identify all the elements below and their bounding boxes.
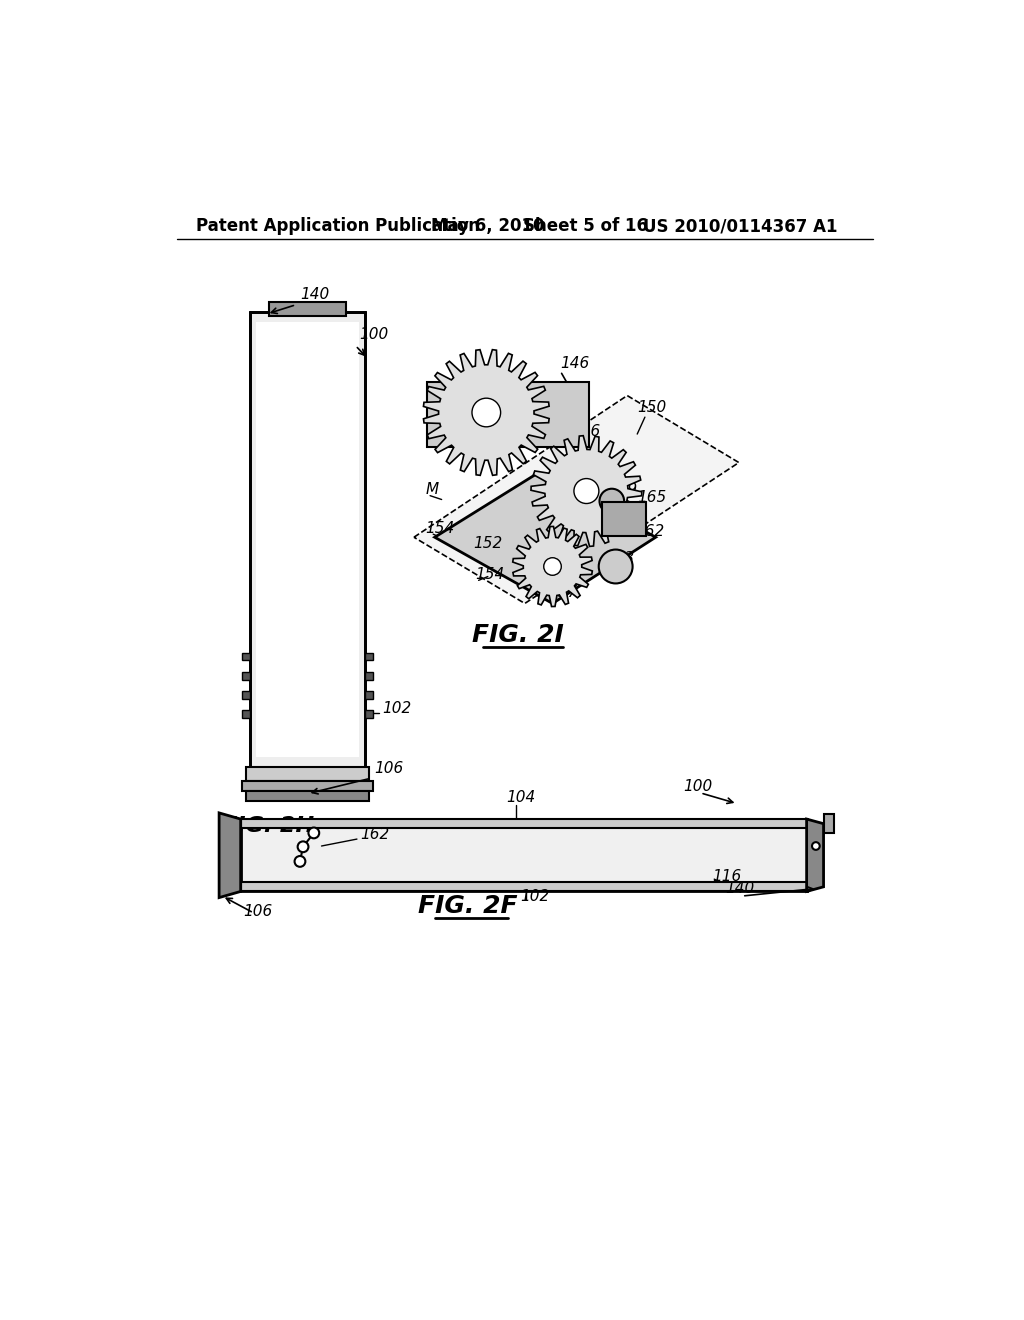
Bar xyxy=(366,653,373,660)
Polygon shape xyxy=(414,396,739,603)
Text: 106: 106 xyxy=(375,760,403,776)
Circle shape xyxy=(812,842,819,850)
Bar xyxy=(243,710,250,718)
Bar xyxy=(427,381,589,447)
Bar xyxy=(823,814,835,833)
Text: 165: 165 xyxy=(637,490,667,504)
Text: 156: 156 xyxy=(460,378,489,392)
Polygon shape xyxy=(807,818,823,891)
Text: 157: 157 xyxy=(549,585,578,601)
Circle shape xyxy=(544,558,561,576)
Polygon shape xyxy=(435,473,655,603)
Text: 156: 156 xyxy=(571,424,600,438)
Bar xyxy=(250,313,366,767)
Circle shape xyxy=(295,857,305,867)
Text: 152: 152 xyxy=(473,536,503,550)
Circle shape xyxy=(599,549,633,583)
Text: 163: 163 xyxy=(605,552,634,566)
Text: Patent Application Publication: Patent Application Publication xyxy=(196,218,480,235)
Text: 159: 159 xyxy=(608,482,637,498)
Text: 102: 102 xyxy=(382,701,412,715)
Bar xyxy=(243,653,250,660)
Circle shape xyxy=(308,828,319,838)
Text: 150: 150 xyxy=(637,400,667,416)
Text: 106: 106 xyxy=(243,904,272,919)
Bar xyxy=(241,818,807,829)
Circle shape xyxy=(599,488,625,513)
Polygon shape xyxy=(424,350,549,475)
Text: 162: 162 xyxy=(360,828,389,842)
Bar xyxy=(256,322,359,758)
Text: US 2010/0114367 A1: US 2010/0114367 A1 xyxy=(643,218,837,235)
Text: M: M xyxy=(425,482,438,498)
Bar xyxy=(246,767,370,780)
Text: FIG. 2I: FIG. 2I xyxy=(472,623,564,647)
Text: 102: 102 xyxy=(520,888,550,904)
Text: 100: 100 xyxy=(683,779,713,795)
Text: FIG. 2F: FIG. 2F xyxy=(418,894,518,917)
Circle shape xyxy=(573,479,599,503)
Bar xyxy=(241,882,807,891)
Bar xyxy=(366,672,373,680)
Bar xyxy=(602,502,646,536)
Bar xyxy=(246,792,370,801)
Polygon shape xyxy=(219,813,241,898)
Text: 100: 100 xyxy=(359,327,388,342)
Text: 116: 116 xyxy=(712,869,741,883)
Bar xyxy=(243,692,250,700)
Text: 104: 104 xyxy=(506,791,536,805)
Bar xyxy=(366,692,373,700)
Polygon shape xyxy=(513,527,592,606)
Circle shape xyxy=(472,399,501,426)
Bar xyxy=(241,818,807,891)
Text: FIG. 2H: FIG. 2H xyxy=(221,816,313,836)
Bar xyxy=(243,672,250,680)
Text: May 6, 2010: May 6, 2010 xyxy=(431,218,545,235)
Bar xyxy=(269,302,346,317)
Text: 154: 154 xyxy=(475,566,505,582)
Text: Sheet 5 of 16: Sheet 5 of 16 xyxy=(523,218,648,235)
Circle shape xyxy=(298,841,308,853)
Text: 146: 146 xyxy=(560,356,590,371)
Text: 154: 154 xyxy=(425,520,455,536)
Bar xyxy=(366,710,373,718)
Polygon shape xyxy=(531,436,642,546)
Text: 162: 162 xyxy=(636,524,665,539)
Text: 140: 140 xyxy=(300,288,329,302)
Text: 140: 140 xyxy=(725,880,755,896)
Bar xyxy=(243,780,373,792)
